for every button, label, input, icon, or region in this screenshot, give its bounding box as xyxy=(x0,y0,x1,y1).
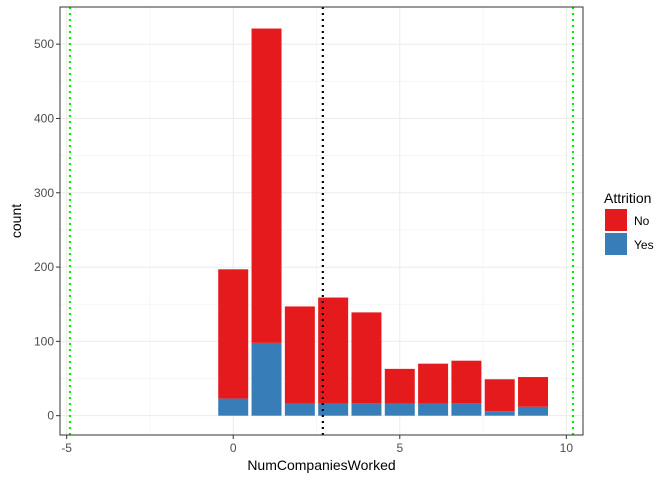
panel-border xyxy=(59,6,584,436)
legend-label-yes: Yes xyxy=(634,238,654,252)
bar-no xyxy=(418,363,449,404)
bar-yes xyxy=(284,403,315,416)
legend-label-no: No xyxy=(634,214,650,228)
bar-yes xyxy=(484,411,515,416)
bar-yes xyxy=(318,403,349,416)
y-tick-label: 0 xyxy=(47,409,54,423)
x-tick-label: 10 xyxy=(560,441,574,455)
legend-key-no xyxy=(605,209,627,231)
x-axis-ticks: -5 0 5 10 xyxy=(61,435,573,455)
bar-yes xyxy=(218,398,249,416)
legend: Attrition No Yes xyxy=(604,190,654,255)
y-tick-label: 300 xyxy=(34,186,54,200)
bar-yes xyxy=(518,406,549,416)
y-axis-ticks: 0 100 200 300 400 500 xyxy=(34,37,60,423)
bar-yes xyxy=(351,403,382,416)
bar-no xyxy=(251,28,282,343)
y-axis-label: count xyxy=(8,204,24,238)
x-axis-label: NumCompaniesWorked xyxy=(247,457,395,473)
x-tick-label: -5 xyxy=(61,441,72,455)
y-tick-label: 100 xyxy=(34,334,54,348)
grid xyxy=(60,7,583,435)
legend-items: No Yes xyxy=(605,209,654,255)
bar-yes xyxy=(251,342,282,416)
x-tick-label: 0 xyxy=(230,441,237,455)
bar-no xyxy=(351,312,382,404)
bar-no xyxy=(284,306,315,404)
legend-title: Attrition xyxy=(604,190,651,206)
bar-no xyxy=(484,379,515,412)
bar-no xyxy=(384,368,415,404)
bar-no xyxy=(451,360,482,404)
y-tick-label: 400 xyxy=(34,111,54,125)
bar-no xyxy=(518,377,549,407)
bar-yes xyxy=(451,403,482,416)
y-tick-label: 200 xyxy=(34,260,54,274)
bar-yes xyxy=(418,403,449,416)
bar-yes xyxy=(384,403,415,416)
legend-key-yes xyxy=(605,233,627,255)
x-tick-label: 5 xyxy=(396,441,403,455)
bars xyxy=(218,28,549,416)
bar-no xyxy=(218,269,249,399)
y-tick-label: 500 xyxy=(34,37,54,51)
